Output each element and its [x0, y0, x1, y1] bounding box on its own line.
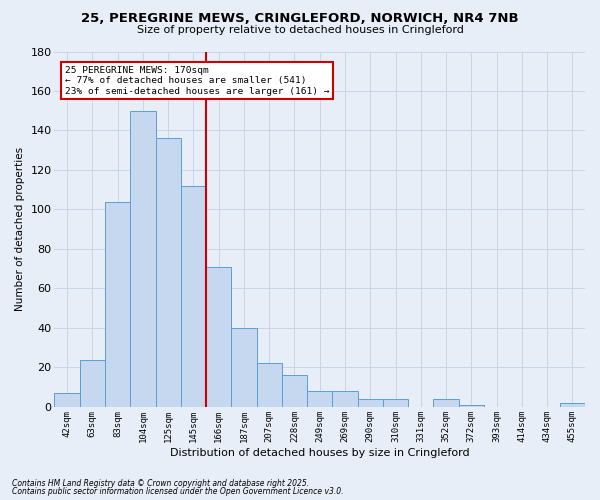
Bar	[232, 328, 257, 407]
Text: Contains HM Land Registry data © Crown copyright and database right 2025.: Contains HM Land Registry data © Crown c…	[12, 478, 309, 488]
Bar	[433, 399, 458, 407]
Bar	[130, 110, 155, 407]
Text: 25, PEREGRINE MEWS, CRINGLEFORD, NORWICH, NR4 7NB: 25, PEREGRINE MEWS, CRINGLEFORD, NORWICH…	[81, 12, 519, 26]
Bar	[383, 399, 408, 407]
Bar	[560, 403, 585, 407]
Bar	[307, 391, 332, 407]
Text: 25 PEREGRINE MEWS: 170sqm
← 77% of detached houses are smaller (541)
23% of semi: 25 PEREGRINE MEWS: 170sqm ← 77% of detac…	[65, 66, 329, 96]
Y-axis label: Number of detached properties: Number of detached properties	[15, 147, 25, 312]
Text: Size of property relative to detached houses in Cringleford: Size of property relative to detached ho…	[137, 25, 463, 35]
Text: Contains public sector information licensed under the Open Government Licence v3: Contains public sector information licen…	[12, 487, 343, 496]
Bar	[458, 405, 484, 407]
Bar	[80, 360, 105, 407]
Bar	[257, 364, 282, 407]
Bar	[206, 266, 232, 407]
Bar	[105, 202, 130, 407]
Bar	[332, 391, 358, 407]
X-axis label: Distribution of detached houses by size in Cringleford: Distribution of detached houses by size …	[170, 448, 470, 458]
Bar	[181, 186, 206, 407]
Bar	[55, 393, 80, 407]
Bar	[358, 399, 383, 407]
Bar	[155, 138, 181, 407]
Bar	[282, 376, 307, 407]
